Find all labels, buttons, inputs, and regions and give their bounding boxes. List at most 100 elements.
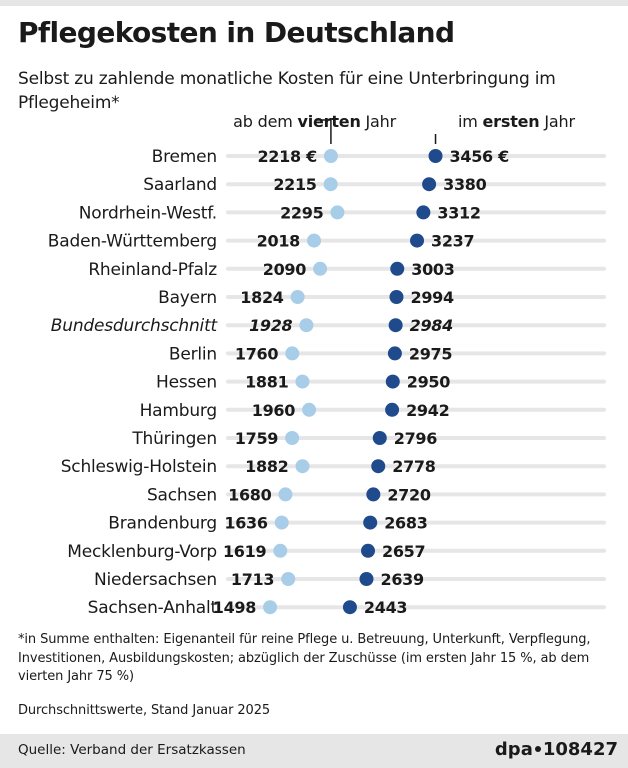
category-label-rheinland-pfalz: Rheinland-Pfalz bbox=[88, 260, 217, 280]
dot-fourth-year-nordrhein-westf- bbox=[330, 205, 345, 220]
chart-row-hessen: Hessen 1881 2950 bbox=[156, 373, 606, 393]
dot-first-year-bremen bbox=[428, 149, 443, 163]
value-label-fourth-year-niedersachsen: 1713 bbox=[231, 570, 274, 589]
dot-fourth-year-bundesdurchschnitt bbox=[299, 318, 314, 333]
category-label-berlin: Berlin bbox=[169, 344, 217, 364]
chart-subtitle: Selbst zu zahlende monatliche Kosten für… bbox=[18, 69, 556, 113]
value-label-fourth-year-sachsen: 1680 bbox=[228, 485, 271, 504]
top-bar bbox=[0, 0, 628, 6]
chart-row-sachsen: Sachsen 1680 2720 bbox=[147, 485, 606, 505]
value-label-first-year-thüringen: 2796 bbox=[394, 429, 437, 448]
dpa-logo: dpa 108427 bbox=[494, 739, 618, 760]
dot-first-year-nordrhein-westf- bbox=[416, 205, 431, 220]
dot-first-year-hessen bbox=[385, 374, 400, 389]
category-label-bremen: Bremen bbox=[152, 147, 217, 167]
value-label-fourth-year-sachsen-anhalt: 1498 bbox=[213, 598, 256, 617]
category-label-schleswig-holstein: Schleswig-Holstein bbox=[61, 457, 217, 477]
value-label-fourth-year-bayern: 1824 bbox=[240, 288, 283, 307]
dot-fourth-year-baden-württemberg bbox=[307, 233, 322, 248]
value-label-fourth-year-hessen: 1881 bbox=[245, 373, 288, 392]
chart-row-nordrhein-westf-: Nordrhein-Westf. 2295 3312 bbox=[79, 203, 606, 223]
dot-first-year-schleswig-holstein bbox=[371, 459, 386, 474]
dot-first-year-rheinland-pfalz bbox=[390, 261, 405, 276]
category-label-hessen: Hessen bbox=[156, 373, 217, 393]
legend-fourth-year-label: ab dem vierten Jahr bbox=[233, 112, 396, 131]
page-title: Pflegekosten in Deutschland bbox=[18, 16, 455, 49]
dot-first-year-sachsen bbox=[366, 487, 381, 502]
value-label-fourth-year-schleswig-holstein: 1882 bbox=[245, 457, 288, 476]
chart-row-baden-württemberg: Baden-Württemberg 2018 3237 bbox=[48, 232, 606, 252]
value-label-fourth-year-berlin: 1760 bbox=[235, 344, 278, 363]
value-label-first-year-brandenburg: 2683 bbox=[384, 514, 427, 533]
category-label-nordrhein-westf-: Nordrhein-Westf. bbox=[79, 203, 217, 223]
dot-first-year-saarland bbox=[422, 177, 437, 192]
dot-first-year-baden-württemberg bbox=[410, 233, 425, 248]
source-label: Quelle: Verband der Ersatzkassen bbox=[18, 742, 246, 758]
category-label-bayern: Bayern bbox=[158, 288, 217, 308]
chart-row-niedersachsen: Niedersachsen 1713 2639 bbox=[94, 570, 606, 590]
value-label-first-year-bundesdurchschnitt: 2984 bbox=[410, 316, 453, 335]
chart-row-saarland: Saarland 2215 3380 bbox=[143, 175, 606, 195]
value-label-fourth-year-hamburg: 1960 bbox=[252, 401, 295, 420]
dot-first-year-thüringen bbox=[372, 431, 387, 445]
category-label-mecklenburg-vorp: Mecklenburg-Vorp bbox=[67, 542, 217, 562]
dot-fourth-year-saarland bbox=[323, 177, 338, 192]
dot-fourth-year-sachsen-anhalt bbox=[263, 600, 278, 615]
dot-fourth-year-bayern bbox=[290, 290, 305, 304]
dot-fourth-year-brandenburg bbox=[274, 515, 289, 530]
category-label-niedersachsen: Niedersachsen bbox=[94, 570, 217, 590]
chart-row-bremen: Bremen 2218 € 3456 € bbox=[152, 147, 606, 167]
category-label-brandenburg: Brandenburg bbox=[108, 514, 217, 534]
chart-row-berlin: Berlin 1760 2975 bbox=[169, 344, 606, 364]
value-label-fourth-year-mecklenburg-vorp: 1619 bbox=[223, 542, 266, 561]
dot-fourth-year-schleswig-holstein bbox=[295, 459, 310, 474]
chart-row-brandenburg: Brandenburg 1636 2683 bbox=[108, 514, 606, 534]
value-label-first-year-nordrhein-westf-: 3312 bbox=[437, 203, 480, 222]
category-label-hamburg: Hamburg bbox=[140, 401, 217, 421]
value-label-first-year-baden-württemberg: 3237 bbox=[431, 232, 474, 251]
dot-first-year-mecklenburg-vorp bbox=[361, 543, 376, 558]
dot-first-year-brandenburg bbox=[363, 515, 378, 530]
dot-fourth-year-bremen bbox=[323, 149, 338, 163]
footer-bar: Quelle: Verband der Ersatzkassen dpa 1084… bbox=[0, 734, 628, 768]
value-label-first-year-hessen: 2950 bbox=[407, 373, 450, 392]
value-label-first-year-rheinland-pfalz: 3003 bbox=[411, 260, 454, 279]
value-label-first-year-mecklenburg-vorp: 2657 bbox=[382, 542, 425, 561]
dot-first-year-berlin bbox=[387, 346, 402, 361]
category-label-thüringen: Thüringen bbox=[131, 429, 217, 449]
value-label-first-year-sachsen-anhalt: 2443 bbox=[364, 598, 407, 617]
dot-fourth-year-rheinland-pfalz bbox=[313, 261, 328, 276]
dot-fourth-year-sachsen bbox=[278, 487, 293, 502]
category-label-bundesdurchschnitt: Bundesdurchschnitt bbox=[51, 316, 219, 336]
value-label-first-year-saarland: 3380 bbox=[443, 175, 486, 194]
data-status-note: Durchschnittswerte, Stand Januar 2025 bbox=[18, 703, 271, 718]
value-label-first-year-schleswig-holstein: 2778 bbox=[392, 457, 435, 476]
value-label-fourth-year-bremen: 2218 € bbox=[257, 147, 317, 166]
value-label-fourth-year-thüringen: 1759 bbox=[235, 429, 278, 448]
dot-fourth-year-hessen bbox=[295, 374, 310, 389]
dot-first-year-bundesdurchschnitt bbox=[388, 318, 403, 333]
chart-row-schleswig-holstein: Schleswig-Holstein 1882 2778 bbox=[61, 457, 606, 477]
dot-first-year-bayern bbox=[389, 290, 404, 304]
dot-fourth-year-mecklenburg-vorp bbox=[273, 543, 288, 558]
legend-first-year-label: im ersten Jahr bbox=[458, 112, 575, 131]
chart-row-rheinland-pfalz: Rheinland-Pfalz 2090 3003 bbox=[88, 260, 606, 280]
legend: ab dem vierten Jahr im ersten Jahr bbox=[233, 112, 576, 144]
category-label-sachsen: Sachsen bbox=[147, 485, 217, 505]
dot-first-year-hamburg bbox=[385, 402, 400, 417]
value-label-first-year-berlin: 2975 bbox=[409, 344, 452, 363]
value-label-fourth-year-brandenburg: 1636 bbox=[224, 514, 267, 533]
value-label-first-year-niedersachsen: 2639 bbox=[380, 570, 423, 589]
value-label-first-year-bayern: 2994 bbox=[410, 288, 453, 307]
dot-fourth-year-thüringen bbox=[285, 431, 300, 445]
value-label-fourth-year-nordrhein-westf-: 2295 bbox=[280, 203, 323, 222]
value-label-first-year-hamburg: 2942 bbox=[406, 401, 449, 420]
value-label-fourth-year-baden-württemberg: 2018 bbox=[257, 232, 300, 251]
value-label-fourth-year-bundesdurchschnitt: 1928 bbox=[249, 316, 292, 335]
dot-fourth-year-berlin bbox=[285, 346, 300, 361]
chart-row-thüringen: Thüringen 1759 2796 bbox=[131, 429, 606, 449]
value-label-fourth-year-saarland: 2215 bbox=[273, 175, 316, 194]
legend-leader-fourth-year bbox=[314, 119, 332, 144]
dot-fourth-year-niedersachsen bbox=[281, 572, 296, 586]
